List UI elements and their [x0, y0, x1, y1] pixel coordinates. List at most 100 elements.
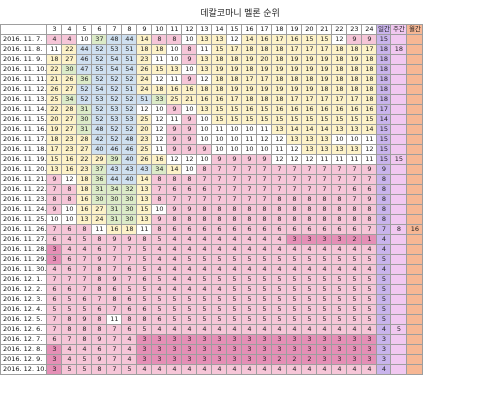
rank-cell: 4 — [241, 264, 258, 275]
rank-cell: 7 — [211, 194, 228, 205]
rank-cell: 44 — [121, 34, 138, 45]
weekly-rank-cell — [390, 64, 408, 75]
rank-cell: 5 — [271, 314, 288, 325]
rank-cell: 3 — [331, 344, 348, 355]
rank-cell: 9 — [181, 114, 198, 125]
rank-cell: 25 — [166, 94, 183, 105]
rank-cell: 8 — [166, 214, 183, 225]
rank-cell: 9 — [361, 194, 378, 205]
rank-cell: 13 — [196, 104, 213, 115]
rank-cell: 4 — [286, 264, 303, 275]
rank-cell: 3 — [316, 334, 333, 345]
rank-cell: 11 — [256, 124, 273, 135]
rank-cell: 5 — [301, 314, 318, 325]
rank-cell: 16 — [61, 154, 78, 165]
rank-cell: 5 — [61, 294, 78, 305]
rank-cell: 31 — [106, 214, 123, 225]
rank-cell: 16 — [166, 84, 183, 95]
rank-cell: 8 — [346, 204, 363, 215]
rank-cell: 7 — [256, 184, 273, 195]
rank-cell: 10 — [241, 144, 258, 155]
rank-cell: 19 — [256, 84, 273, 95]
rank-cell: 9 — [121, 234, 138, 245]
table-row: 2016. 11. 26. 7 6 8 11 16 18 11 8 6 6 6 6 6 6 6 6 6 6 6 6 6 7 7… — [0, 224, 424, 235]
rank-cell: 52 — [91, 114, 108, 125]
rank-cell: 23 — [136, 134, 153, 145]
rank-cell: 5 — [241, 284, 258, 295]
rank-cell: 5 — [316, 254, 333, 265]
monthly-rank-cell — [406, 44, 424, 55]
rank-cell: 7 — [61, 274, 78, 285]
rank-cell: 16 — [271, 104, 288, 115]
rank-cell: 13 — [316, 134, 333, 145]
table-row: 2016. 11. 18. 17 23 27 40 46 46 25 11 9 9 9 10 10 10 10… — [0, 144, 424, 155]
rank-cell: 14 — [316, 124, 333, 135]
rank-cell: 15 — [271, 114, 288, 125]
rank-cell: 5 — [226, 274, 243, 285]
rank-cell: 3 — [151, 354, 168, 365]
rank-cell: 3 — [241, 334, 258, 345]
monthly-rank-cell — [406, 114, 424, 125]
rank-cell: 4 — [331, 324, 348, 335]
rank-cell: 3 — [136, 334, 153, 345]
monthly-rank-cell — [406, 94, 424, 105]
daily-rank-cell: 8 — [376, 214, 392, 225]
daily-rank-cell: 17 — [376, 104, 392, 115]
monthly-rank-cell — [406, 364, 424, 375]
rank-cell: 5 — [61, 364, 78, 375]
rank-cell: 7 — [286, 184, 303, 195]
monthly-rank-cell — [406, 204, 424, 215]
rank-cell: 13 — [76, 214, 93, 225]
rank-cell: 5 — [331, 284, 348, 295]
monthly-rank-cell: 16 — [406, 224, 424, 235]
rank-cell: 11 — [151, 144, 168, 155]
rank-cell: 5 — [196, 294, 213, 305]
header-hour: 16 — [241, 24, 258, 35]
table-row: 2016. 11. 10. 22 30 47 55 54 54 26 15 13 10 13 19 19 1… — [0, 64, 424, 75]
rank-cell: 7 — [196, 194, 213, 205]
rank-cell: 12 — [286, 154, 303, 165]
rank-cell: 30 — [106, 194, 123, 205]
rank-cell: 5 — [256, 304, 273, 315]
rank-cell: 23 — [61, 134, 78, 145]
rank-cell: 19 — [346, 54, 363, 65]
rank-cell: 5 — [181, 314, 198, 325]
date-cell: 2016. 11. 11. — [0, 74, 48, 85]
rank-cell: 7 — [226, 184, 243, 195]
rank-cell: 5 — [286, 294, 303, 305]
rank-cell: 10 — [211, 144, 228, 155]
rank-cell: 54 — [91, 84, 108, 95]
rank-cell: 7 — [181, 194, 198, 205]
daily-rank-cell: 8 — [376, 194, 392, 205]
monthly-rank-cell — [406, 244, 424, 255]
rank-cell: 9 — [346, 34, 363, 45]
rank-cell: 19 — [46, 124, 63, 135]
rank-cell: 7 — [301, 164, 318, 175]
rank-cell: 25 — [46, 94, 63, 105]
rank-cell: 7 — [301, 174, 318, 185]
rank-cell: 18 — [316, 84, 333, 95]
header-hour: 19 — [286, 24, 303, 35]
rank-cell: 33 — [151, 94, 168, 105]
rank-cell: 5 — [76, 304, 93, 315]
rank-cell: 10 — [256, 144, 273, 155]
rank-cell: 42 — [91, 134, 108, 145]
rank-cell: 5 — [241, 304, 258, 315]
rank-cell: 24 — [136, 74, 153, 85]
rank-cell: 8 — [76, 224, 93, 235]
rank-cell: 7 — [76, 284, 93, 295]
rank-cell: 5 — [46, 304, 63, 315]
rank-cell: 5 — [241, 254, 258, 265]
date-cell: 2016. 12. 4. — [0, 304, 48, 315]
rank-cell: 13 — [271, 124, 288, 135]
rank-cell: 9 — [181, 204, 198, 215]
table-row: 2016. 11. 22. 7 8 18 31 34 32 13 7 6 6 6 7 7 7 7 7 7 7 7 7 6 6… — [0, 184, 424, 195]
rank-cell: 12 — [361, 144, 378, 155]
rank-cell: 7 — [211, 164, 228, 175]
rank-cell: 14 — [136, 34, 153, 45]
rank-cell: 8 — [361, 214, 378, 225]
date-cell: 2016. 11. 12. — [0, 84, 48, 95]
rank-cell: 18 — [346, 74, 363, 85]
rank-cell: 7 — [106, 354, 123, 365]
rank-cell: 4 — [211, 244, 228, 255]
